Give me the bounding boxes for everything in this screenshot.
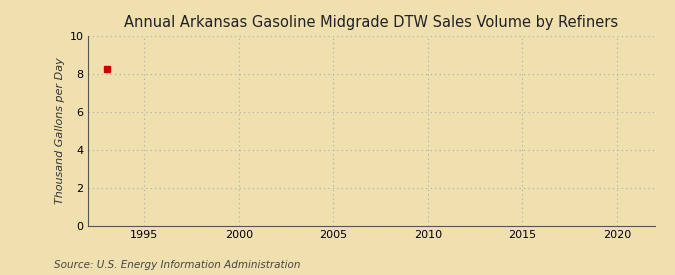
Title: Annual Arkansas Gasoline Midgrade DTW Sales Volume by Refiners: Annual Arkansas Gasoline Midgrade DTW Sa… — [124, 15, 618, 31]
Text: Source: U.S. Energy Information Administration: Source: U.S. Energy Information Administ… — [54, 260, 300, 270]
Y-axis label: Thousand Gallons per Day: Thousand Gallons per Day — [55, 57, 65, 204]
